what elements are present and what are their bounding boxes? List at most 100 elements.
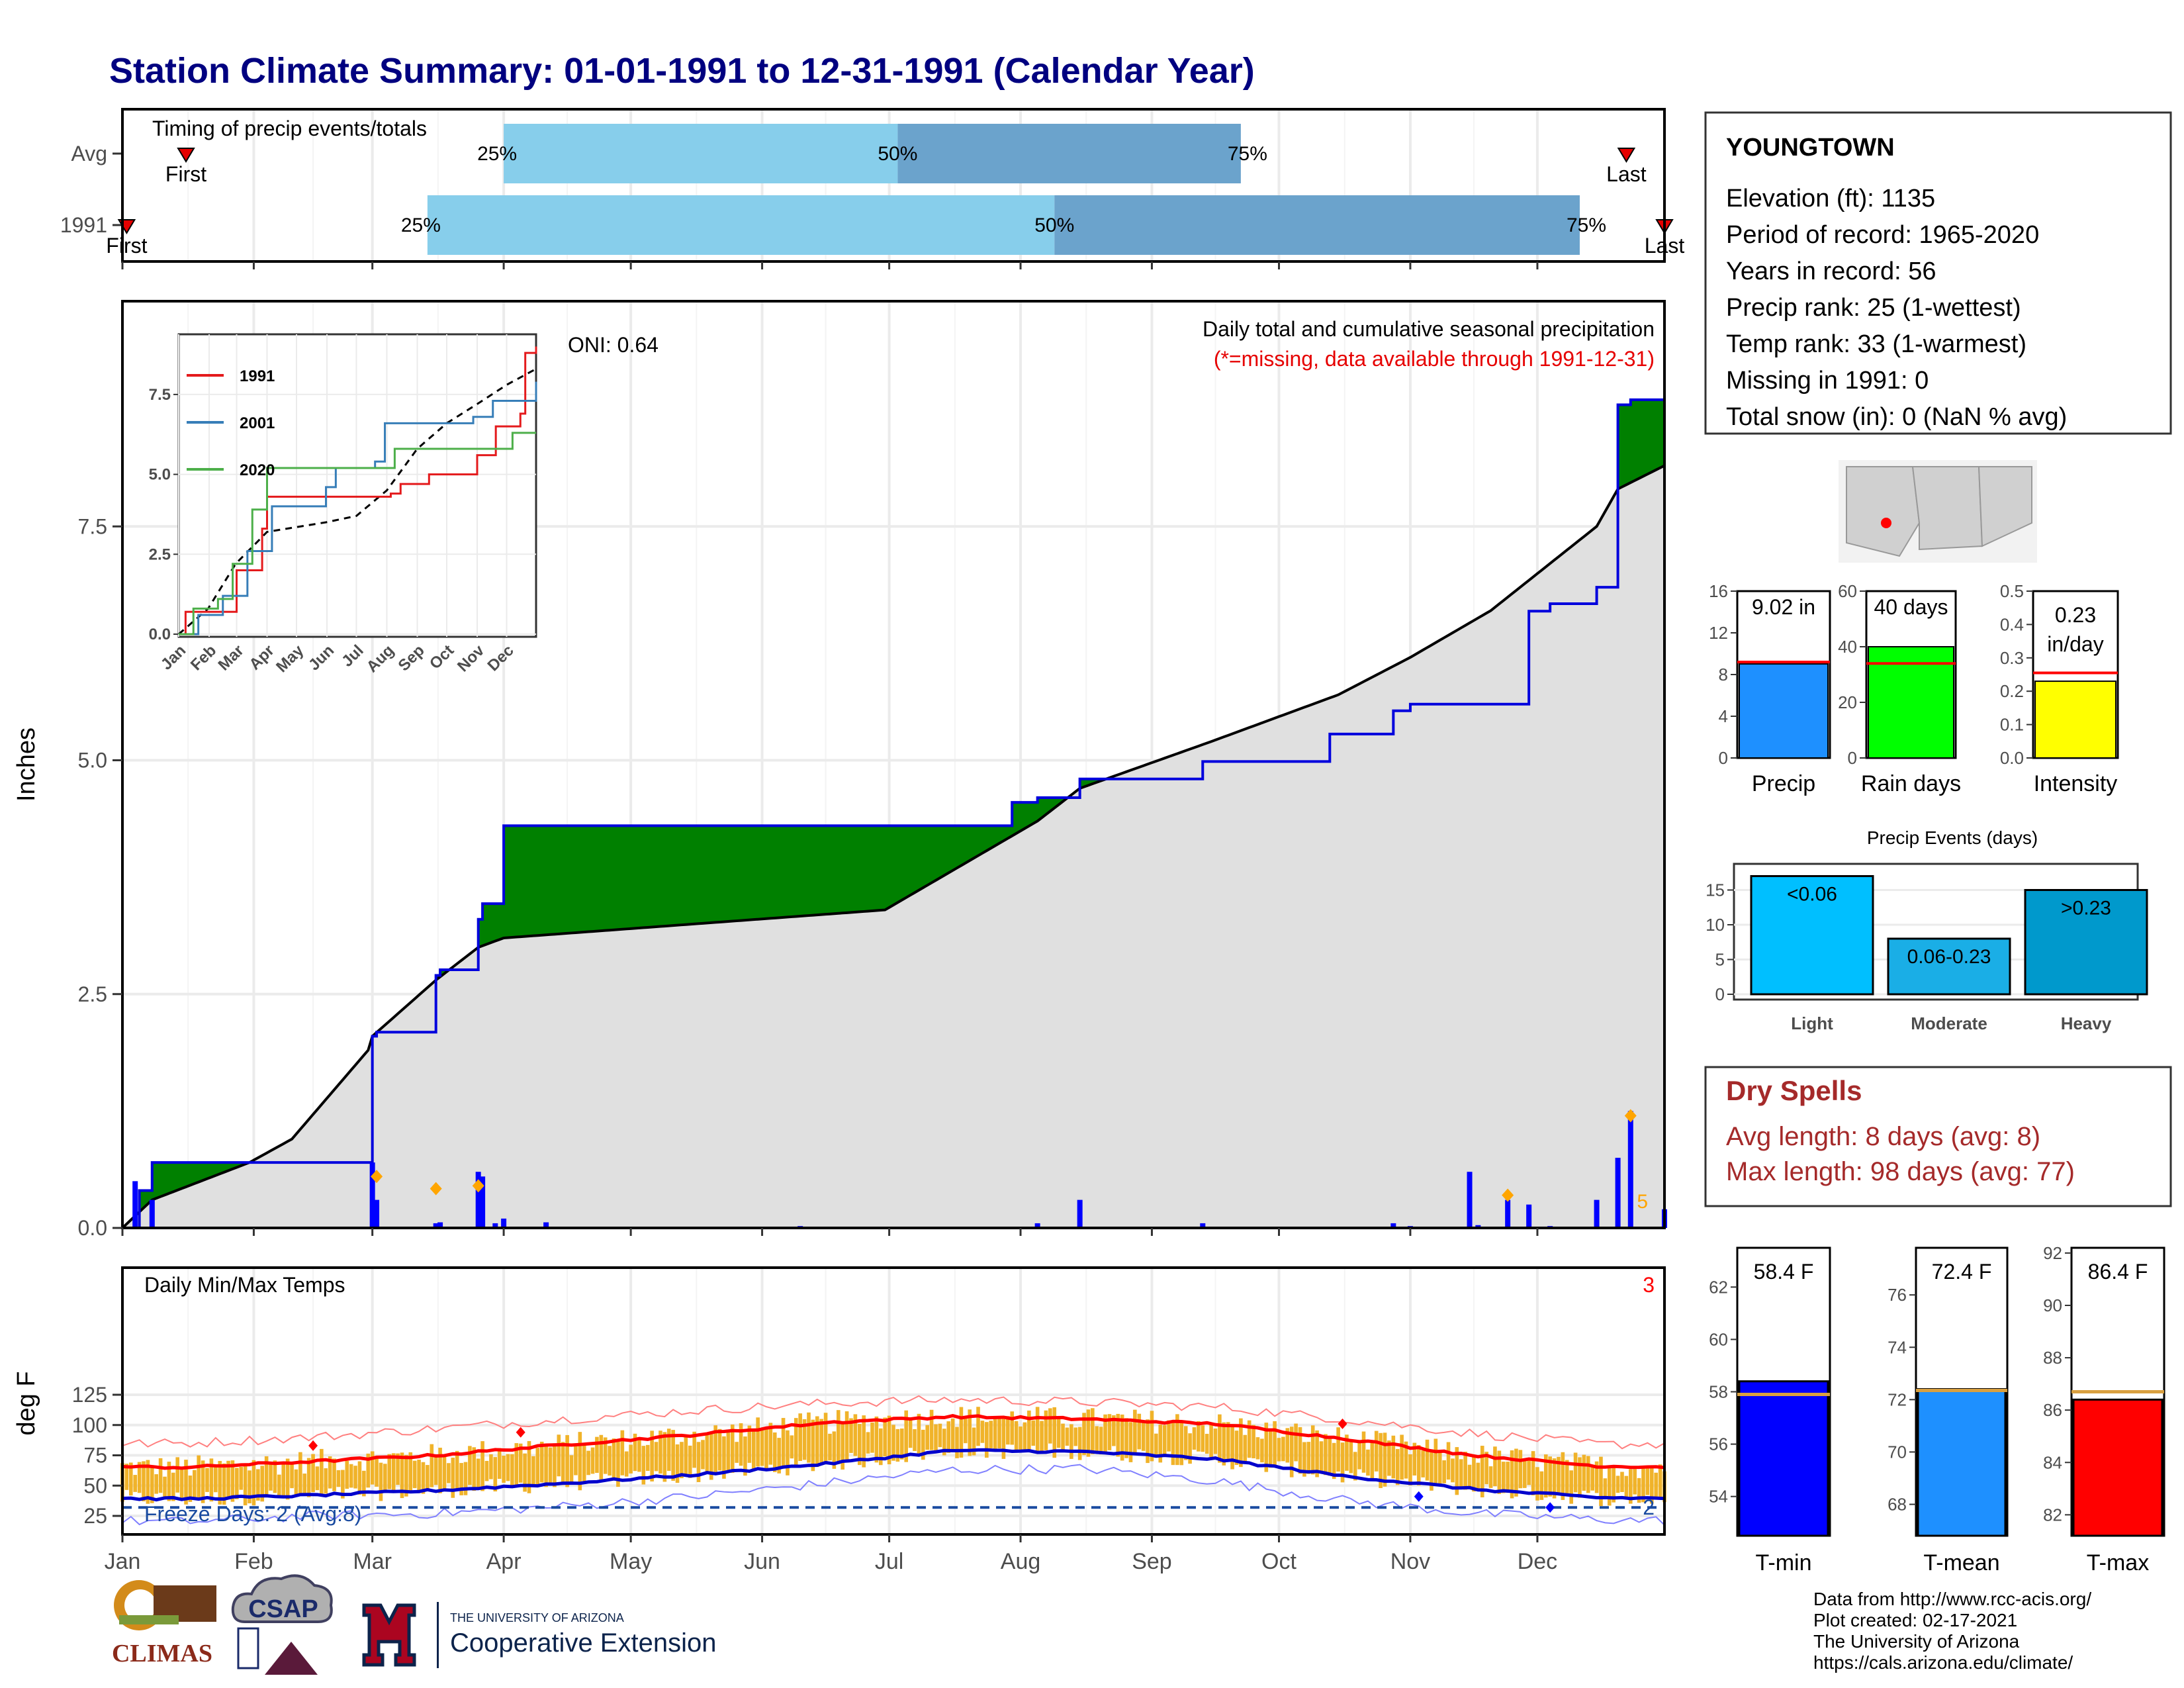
y-tick-label: 0.0 xyxy=(78,1216,107,1240)
cumulative-diff-fill xyxy=(906,825,911,898)
daily-temp-bar xyxy=(239,1466,244,1490)
dry-spells-box: Dry Spells Avg length: 8 days (avg: 8) Max… xyxy=(1704,1066,2172,1207)
daily-temp-bar xyxy=(506,1454,510,1481)
precip-events-panel: Precip Events (days) 0 5 10 15 <0.06 Light 0.06… xyxy=(1706,827,2148,1033)
daily-temp-bar xyxy=(362,1470,366,1497)
daily-temp-bar xyxy=(1416,1445,1421,1486)
q75-label: 75% xyxy=(1228,143,1267,165)
daily-temp-bar xyxy=(866,1432,870,1454)
daily-temp-bar xyxy=(1361,1431,1366,1473)
extreme-marker xyxy=(371,1170,383,1184)
daily-temp-bar xyxy=(964,1416,968,1444)
daily-temp-bar xyxy=(1497,1450,1502,1494)
daily-temp-bar xyxy=(1379,1432,1383,1488)
cumulative-diff-fill xyxy=(846,825,852,913)
daily-temp-bar xyxy=(553,1443,557,1487)
daily-temp-bar xyxy=(1531,1451,1535,1496)
cumulative-diff-fill xyxy=(1626,404,1631,485)
q25-label: 25% xyxy=(477,143,517,165)
cumulative-diff-fill xyxy=(940,825,945,878)
events-title: Precip Events (days) xyxy=(1867,827,2038,848)
cumulative-diff-fill xyxy=(152,1162,157,1200)
daily-temp-bar xyxy=(857,1424,862,1466)
cumulative-diff-fill xyxy=(749,825,754,920)
daily-temp-bar xyxy=(294,1469,298,1496)
stat-category-label: Precip xyxy=(1752,771,1815,796)
daily-temp-bar xyxy=(997,1418,1001,1449)
cumulative-diff-fill xyxy=(796,825,801,917)
stat-y-tick-label: 0.3 xyxy=(2000,648,2024,668)
cumulative-diff-fill xyxy=(525,825,530,937)
daily-temp-bar xyxy=(1082,1413,1086,1456)
daily-temp-bar xyxy=(934,1424,938,1453)
cumulative-diff-fill xyxy=(1024,802,1030,829)
footer-line: Plot created: 02-17-2021 xyxy=(1813,1610,2017,1630)
month-label: Oct xyxy=(1261,1549,1297,1574)
cumulative-diff-fill xyxy=(910,825,915,896)
cumulative-diff-fill xyxy=(766,825,771,919)
cumulative-diff-fill xyxy=(986,825,991,851)
cumulative-diff-fill xyxy=(961,825,966,866)
cumulative-diff-fill xyxy=(215,1162,220,1176)
daily-temp-bar xyxy=(637,1438,641,1472)
daily-temp-bar xyxy=(641,1446,646,1485)
daily-temp-bar xyxy=(1158,1425,1163,1463)
daily-temp-bar xyxy=(798,1413,802,1461)
daily-temp-bar xyxy=(1437,1452,1442,1486)
temp-stat-y-tick-label: 56 xyxy=(1709,1434,1728,1454)
temp-stat-y-tick-label: 74 xyxy=(1888,1337,1907,1357)
daily-temp-bar xyxy=(1019,1426,1023,1451)
daily-temp-bar xyxy=(760,1429,764,1466)
temp-stat-y-tick-label: 84 xyxy=(2043,1452,2062,1472)
cumulative-diff-fill xyxy=(850,825,856,913)
cumulative-diff-fill xyxy=(160,1162,165,1197)
cumulative-diff-fill xyxy=(1651,399,1657,473)
temp-stat-y-tick-label: 72 xyxy=(1888,1389,1907,1409)
daily-temp-bar xyxy=(1357,1440,1361,1470)
daily-temp-bar xyxy=(1112,1415,1116,1446)
dry-spells-frame xyxy=(1704,1066,2172,1207)
daily-temp-bar xyxy=(887,1415,891,1465)
daily-temp-bar xyxy=(823,1413,828,1465)
daily-temp-bar xyxy=(1400,1434,1404,1480)
daily-temp-bar xyxy=(1332,1442,1336,1479)
daily-temp-bar xyxy=(433,1454,438,1485)
daily-temp-bar xyxy=(1239,1418,1243,1468)
daily-temp-bar xyxy=(345,1460,349,1489)
daily-temp-bar xyxy=(993,1417,997,1452)
daily-temp-bar xyxy=(891,1425,895,1461)
daily-temp-bar xyxy=(548,1447,553,1485)
cumulative-diff-fill xyxy=(440,970,445,977)
daily-temp-bar xyxy=(463,1462,468,1495)
q25-q50-bar xyxy=(427,195,1055,255)
daily-temp-bar xyxy=(379,1462,383,1501)
daily-temp-bar xyxy=(311,1454,315,1493)
daily-temp-bar xyxy=(1116,1413,1120,1457)
daily-temp-bar xyxy=(1141,1422,1146,1451)
cumulative-diff-fill xyxy=(859,825,864,912)
daily-temp-bar xyxy=(497,1448,502,1479)
daily-temp-bar xyxy=(624,1451,629,1477)
daily-temp-bar xyxy=(849,1418,853,1453)
daily-temp-bar xyxy=(1480,1446,1484,1497)
cumulative-diff-fill xyxy=(199,1162,204,1182)
daily-temp-bar xyxy=(1027,1410,1031,1452)
daily-temp-bar xyxy=(484,1460,489,1481)
daily-temp-bar xyxy=(620,1430,625,1476)
cumulative-diff-fill xyxy=(698,825,704,924)
station-name: YOUNGTOWN xyxy=(1726,134,1895,162)
cumulative-diff-fill xyxy=(169,1162,174,1194)
cumulative-diff-fill xyxy=(758,825,763,919)
daily-temp-bar xyxy=(1218,1414,1222,1463)
precip-y-axis-label: Inches xyxy=(13,727,40,802)
cumulative-diff-fill xyxy=(588,825,594,932)
daily-temp-bar xyxy=(895,1429,900,1462)
cumulative-diff-fill xyxy=(897,825,903,903)
daily-temp-bar xyxy=(608,1446,612,1476)
daily-temp-bar xyxy=(976,1407,980,1446)
cumulative-diff-fill xyxy=(1079,778,1085,788)
cumulative-diff-fill xyxy=(868,825,873,912)
cumulative-diff-fill xyxy=(702,825,707,923)
daily-temp-bar xyxy=(692,1431,696,1468)
daily-temp-bar xyxy=(1501,1462,1506,1493)
